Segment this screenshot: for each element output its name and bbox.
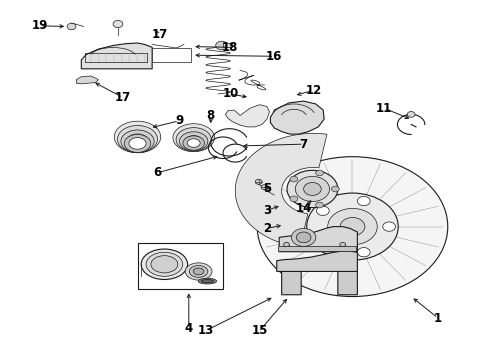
Ellipse shape bbox=[114, 121, 161, 153]
Text: 8: 8 bbox=[207, 109, 215, 122]
Circle shape bbox=[340, 217, 365, 236]
Polygon shape bbox=[225, 105, 270, 127]
Bar bbox=[138, 243, 223, 289]
Circle shape bbox=[261, 185, 268, 190]
Circle shape bbox=[216, 41, 227, 50]
Polygon shape bbox=[235, 134, 327, 247]
Circle shape bbox=[316, 170, 323, 176]
Ellipse shape bbox=[129, 138, 146, 149]
Ellipse shape bbox=[201, 279, 214, 283]
Ellipse shape bbox=[185, 136, 202, 147]
Circle shape bbox=[317, 206, 329, 216]
Circle shape bbox=[284, 242, 290, 247]
Text: 5: 5 bbox=[263, 183, 271, 195]
Circle shape bbox=[407, 112, 415, 117]
Text: 1: 1 bbox=[434, 311, 442, 325]
Circle shape bbox=[383, 222, 395, 231]
Text: 15: 15 bbox=[251, 324, 268, 337]
Ellipse shape bbox=[151, 256, 178, 273]
Text: 12: 12 bbox=[305, 84, 321, 97]
Ellipse shape bbox=[124, 130, 150, 148]
Ellipse shape bbox=[141, 249, 188, 279]
Circle shape bbox=[296, 232, 311, 243]
Ellipse shape bbox=[189, 266, 208, 277]
Polygon shape bbox=[270, 101, 324, 134]
Text: 14: 14 bbox=[295, 202, 312, 215]
Circle shape bbox=[295, 176, 330, 202]
Circle shape bbox=[67, 23, 76, 30]
Circle shape bbox=[257, 157, 448, 297]
Text: 2: 2 bbox=[263, 222, 271, 235]
Circle shape bbox=[255, 179, 262, 184]
Polygon shape bbox=[338, 269, 357, 295]
Ellipse shape bbox=[173, 124, 215, 152]
Text: 11: 11 bbox=[376, 102, 392, 115]
Ellipse shape bbox=[124, 134, 151, 152]
Ellipse shape bbox=[146, 252, 183, 276]
Text: 4: 4 bbox=[185, 322, 193, 335]
Polygon shape bbox=[279, 226, 357, 252]
Ellipse shape bbox=[122, 127, 152, 147]
Ellipse shape bbox=[176, 128, 211, 151]
Ellipse shape bbox=[183, 132, 204, 147]
Circle shape bbox=[307, 193, 398, 260]
Circle shape bbox=[317, 238, 329, 247]
Ellipse shape bbox=[181, 129, 206, 146]
Text: 7: 7 bbox=[299, 138, 308, 150]
Ellipse shape bbox=[185, 263, 212, 280]
Ellipse shape bbox=[187, 139, 200, 147]
Circle shape bbox=[358, 196, 370, 206]
Ellipse shape bbox=[179, 132, 208, 151]
Bar bbox=[223, 43, 232, 47]
Ellipse shape bbox=[127, 134, 148, 149]
Polygon shape bbox=[278, 246, 356, 251]
Bar bbox=[152, 48, 191, 62]
Polygon shape bbox=[76, 76, 98, 84]
Ellipse shape bbox=[118, 126, 158, 153]
Circle shape bbox=[290, 176, 298, 182]
Text: 6: 6 bbox=[153, 166, 161, 179]
Polygon shape bbox=[277, 251, 357, 271]
Circle shape bbox=[113, 21, 123, 28]
Circle shape bbox=[340, 242, 345, 247]
Circle shape bbox=[331, 186, 339, 192]
Ellipse shape bbox=[121, 130, 154, 153]
Text: 10: 10 bbox=[222, 87, 239, 100]
Text: 17: 17 bbox=[115, 91, 131, 104]
Circle shape bbox=[328, 208, 377, 245]
Circle shape bbox=[287, 170, 338, 208]
Text: 17: 17 bbox=[151, 28, 168, 41]
Text: 16: 16 bbox=[266, 50, 283, 63]
Ellipse shape bbox=[183, 136, 204, 150]
Ellipse shape bbox=[198, 278, 217, 284]
Circle shape bbox=[358, 248, 370, 257]
Text: 19: 19 bbox=[31, 19, 48, 32]
Text: 9: 9 bbox=[175, 114, 183, 127]
Polygon shape bbox=[282, 269, 301, 295]
Text: 18: 18 bbox=[222, 41, 239, 54]
Circle shape bbox=[290, 196, 298, 202]
Circle shape bbox=[316, 202, 323, 208]
Ellipse shape bbox=[193, 268, 204, 275]
Circle shape bbox=[292, 228, 316, 246]
Polygon shape bbox=[81, 43, 152, 69]
Text: 3: 3 bbox=[263, 204, 271, 217]
Circle shape bbox=[304, 183, 321, 195]
Text: 13: 13 bbox=[198, 324, 214, 337]
